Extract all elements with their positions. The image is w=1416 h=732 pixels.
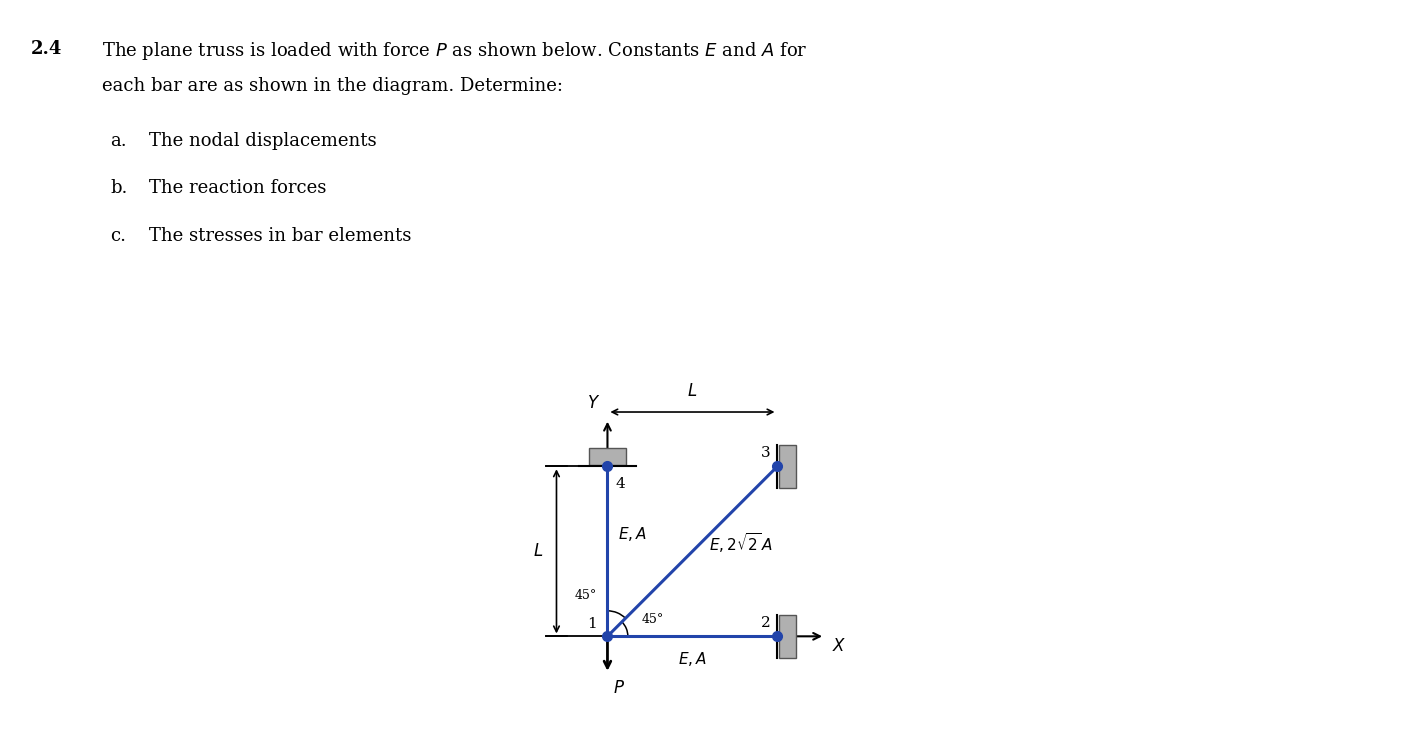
Text: $Y$: $Y$ xyxy=(588,395,600,412)
Text: a.: a. xyxy=(110,132,127,150)
Text: 45°: 45° xyxy=(575,589,598,602)
Text: 3: 3 xyxy=(760,446,770,460)
Text: $X$: $X$ xyxy=(831,638,847,655)
Text: 2.4: 2.4 xyxy=(31,40,62,59)
Text: $E, A$: $E, A$ xyxy=(678,650,707,668)
Bar xyxy=(779,615,796,657)
Text: $E, A$: $E, A$ xyxy=(617,526,647,543)
Text: c.: c. xyxy=(110,227,126,245)
Text: 45°: 45° xyxy=(641,613,664,626)
Text: The nodal displacements: The nodal displacements xyxy=(149,132,377,150)
Text: 4: 4 xyxy=(616,477,626,490)
Text: $P$: $P$ xyxy=(613,681,624,698)
Text: 1: 1 xyxy=(588,617,598,631)
Text: 2: 2 xyxy=(760,616,770,630)
Text: each bar are as shown in the diagram. Determine:: each bar are as shown in the diagram. De… xyxy=(102,77,564,95)
Text: $E, 2\sqrt{2}\,A$: $E, 2\sqrt{2}\,A$ xyxy=(709,531,773,555)
Text: The stresses in bar elements: The stresses in bar elements xyxy=(149,227,411,245)
Text: $L$: $L$ xyxy=(687,383,698,400)
Text: The plane truss is loaded with force $P$ as shown below. Constants $E$ and $A$ f: The plane truss is loaded with force $P$… xyxy=(102,40,807,62)
Bar xyxy=(779,445,796,488)
Text: b.: b. xyxy=(110,179,127,198)
Bar xyxy=(589,448,626,465)
Text: $L$: $L$ xyxy=(532,543,542,560)
Text: The reaction forces: The reaction forces xyxy=(149,179,326,198)
